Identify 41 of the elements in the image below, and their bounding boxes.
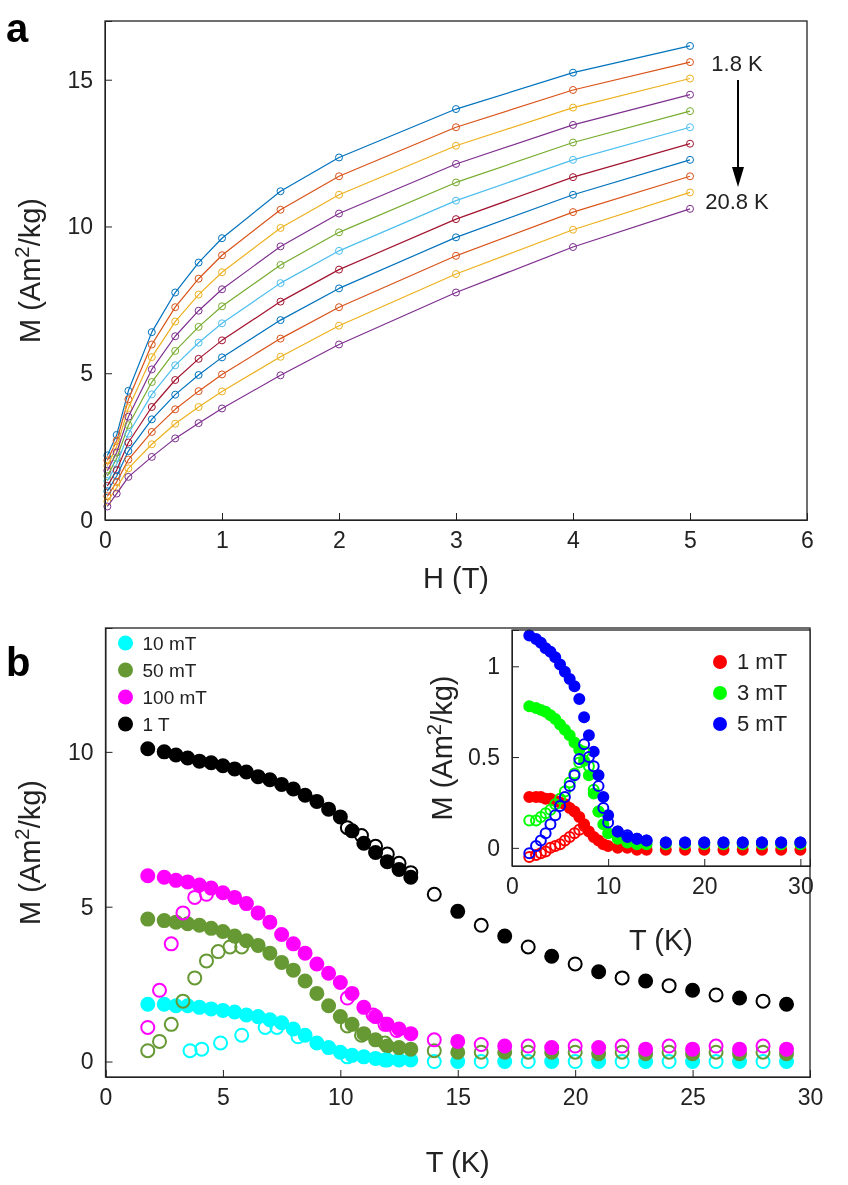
x-tick-label: 10 [328, 1084, 354, 1111]
x-tick-label: 15 [445, 1084, 472, 1111]
y-tick-label: 5 [80, 360, 93, 387]
y-tick-label: 0.5 [468, 743, 500, 770]
x-tick-label: 10 [595, 873, 622, 900]
x-tick-label: 5 [217, 1084, 230, 1111]
x-tick-label: 20 [691, 873, 718, 900]
x-tick-label: 4 [567, 527, 581, 554]
y-tick-label: 0 [80, 1048, 94, 1075]
x-tick-label: 1 [216, 527, 229, 554]
legend-label: 50 mT [142, 660, 197, 681]
legend-label: 3 mT [737, 680, 788, 705]
y-tick-label: 0 [487, 834, 500, 861]
legend-label: 1 T [142, 714, 170, 735]
x-tick-label: 0 [99, 1084, 113, 1111]
x-axis-title: T (K) [425, 1146, 490, 1178]
x-tick-label: 0 [99, 527, 112, 554]
y-tick-label: 1 [487, 653, 500, 680]
x-tick-label: 6 [801, 527, 814, 554]
x-tick-label: 25 [680, 1084, 706, 1111]
x-tick-label: 2 [333, 527, 346, 554]
chart-title: a [6, 6, 29, 50]
y-tick-label: 10 [67, 213, 93, 240]
x-axis-title: T (K) [629, 924, 693, 956]
y-tick-label: 10 [67, 738, 94, 765]
legend-label: 100 mT [142, 687, 208, 708]
legend-label: 5 mT [737, 711, 788, 736]
y-tick-label: 0 [80, 506, 93, 533]
y-tick-label: 5 [80, 893, 94, 920]
x-tick-label: 5 [684, 527, 697, 554]
x-tick-label: 20 [562, 1084, 589, 1111]
annotation: 1.8 K [711, 51, 764, 76]
y-tick-label: 15 [67, 66, 93, 93]
legend-label: 1 mT [737, 649, 788, 674]
x-tick-label: 3 [450, 527, 463, 554]
annotation: 20.8 K [705, 189, 770, 214]
chart-title: b [6, 640, 31, 684]
x-axis-title: H (T) [422, 562, 490, 594]
x-tick-label: 30 [797, 1084, 824, 1111]
legend-label: 10 mT [142, 633, 197, 654]
x-tick-label: 0 [506, 873, 519, 900]
